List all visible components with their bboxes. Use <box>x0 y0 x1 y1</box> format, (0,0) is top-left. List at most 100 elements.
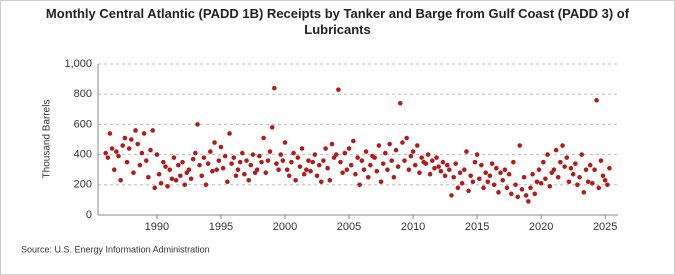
point <box>126 146 132 151</box>
point <box>466 188 471 194</box>
x-tick-label: 2010 <box>401 221 425 233</box>
point <box>562 164 567 169</box>
point <box>605 182 610 188</box>
point <box>515 194 521 200</box>
point <box>449 193 454 198</box>
point <box>333 152 339 157</box>
point <box>526 199 531 204</box>
point <box>511 159 516 165</box>
point <box>139 150 145 156</box>
point <box>118 177 123 183</box>
point <box>165 184 170 189</box>
point <box>474 152 480 157</box>
point <box>438 168 444 174</box>
point <box>378 179 384 185</box>
point <box>560 143 565 148</box>
point <box>111 167 117 172</box>
point <box>573 161 578 166</box>
point <box>235 167 241 172</box>
point <box>214 167 220 172</box>
point <box>308 168 313 174</box>
point <box>186 167 192 172</box>
point <box>547 184 553 189</box>
point <box>555 174 561 180</box>
point <box>338 159 343 165</box>
point <box>318 179 324 185</box>
point <box>158 180 164 186</box>
point <box>468 173 474 179</box>
point <box>176 162 181 168</box>
point <box>250 152 256 157</box>
point <box>227 131 232 136</box>
point <box>135 141 141 147</box>
point <box>167 167 173 172</box>
point <box>169 176 175 182</box>
point <box>521 174 527 180</box>
point <box>178 173 183 179</box>
point <box>208 149 213 154</box>
point <box>203 182 209 188</box>
point <box>553 147 559 153</box>
point <box>404 135 409 141</box>
point <box>538 180 544 186</box>
point <box>107 131 113 136</box>
point <box>182 182 188 188</box>
point <box>517 143 523 148</box>
point <box>246 177 252 183</box>
point <box>280 158 286 163</box>
point <box>269 125 275 130</box>
point <box>427 171 433 177</box>
point <box>355 155 360 160</box>
point <box>568 165 574 171</box>
point <box>163 164 168 169</box>
point <box>327 177 333 183</box>
point <box>393 147 399 153</box>
y-tick-label: 0 <box>86 209 92 221</box>
x-tick-label: 2000 <box>273 221 297 233</box>
point <box>385 167 390 172</box>
point <box>180 159 185 165</box>
point <box>103 150 108 156</box>
point <box>594 97 599 103</box>
point <box>240 150 245 156</box>
point <box>316 162 322 168</box>
point <box>190 156 196 162</box>
point <box>141 131 147 136</box>
point <box>483 170 488 176</box>
point <box>197 162 202 168</box>
point <box>244 158 249 163</box>
point <box>359 158 365 163</box>
point <box>509 191 514 197</box>
point <box>502 167 508 172</box>
point <box>575 182 580 188</box>
point <box>570 171 576 177</box>
point <box>408 153 414 159</box>
point <box>476 176 482 182</box>
point <box>363 149 369 154</box>
point <box>410 149 416 154</box>
point <box>114 149 119 154</box>
point <box>479 162 484 168</box>
x-tick-label: 1990 <box>145 221 169 233</box>
point <box>368 162 373 168</box>
point <box>585 179 591 185</box>
point <box>423 161 429 166</box>
point <box>323 146 328 151</box>
point <box>105 155 111 160</box>
point <box>543 176 548 182</box>
point <box>541 159 546 165</box>
point <box>205 161 211 166</box>
point <box>382 150 388 156</box>
point <box>237 159 243 165</box>
point <box>146 174 151 180</box>
point <box>498 170 503 176</box>
point <box>519 187 525 192</box>
point <box>329 141 335 147</box>
point <box>314 173 320 179</box>
point <box>310 159 316 165</box>
point <box>530 171 535 177</box>
point <box>389 158 394 163</box>
point <box>598 158 604 163</box>
point <box>195 122 200 127</box>
